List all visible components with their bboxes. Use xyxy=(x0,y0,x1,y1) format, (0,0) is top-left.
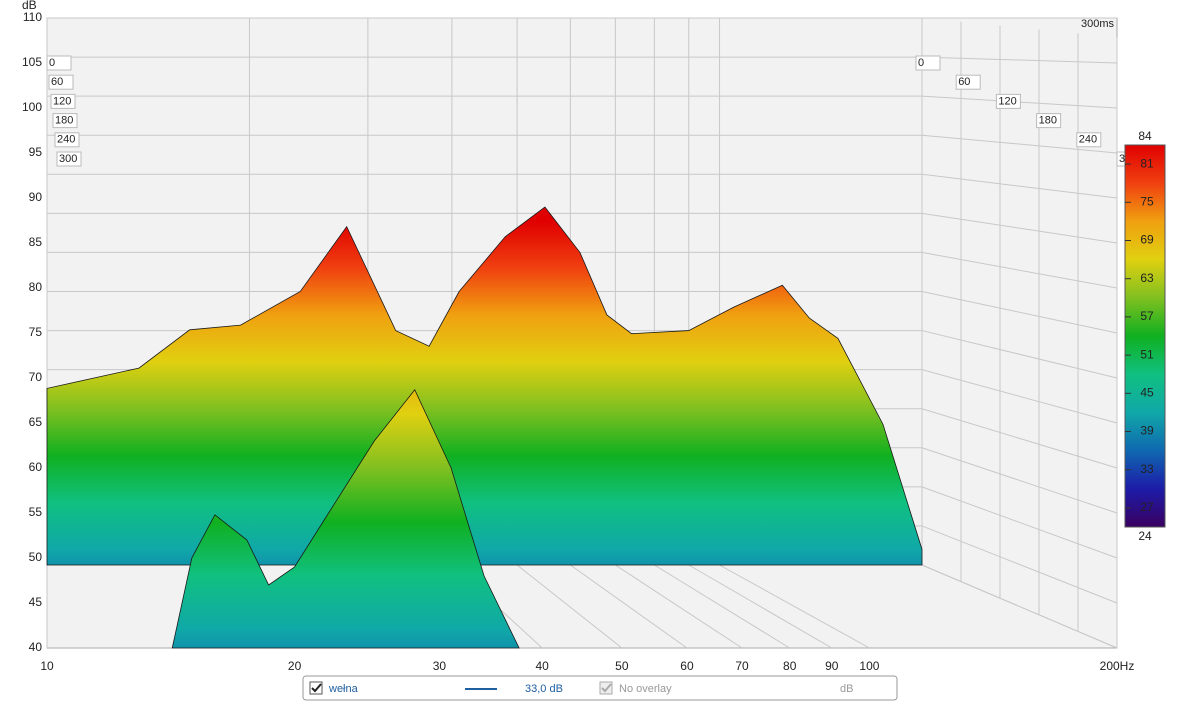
side-grid-line xyxy=(921,212,1118,244)
time-label-box xyxy=(955,74,981,90)
floor-line xyxy=(688,564,833,649)
side-grid-line xyxy=(921,369,1118,424)
colorbar-tick-label: 69 xyxy=(1140,233,1154,247)
time-tick-label: 0 xyxy=(49,57,55,69)
y-tick-label: 40 xyxy=(29,640,43,654)
side-grid-line xyxy=(921,251,1118,289)
time-label-box xyxy=(54,132,80,148)
floor-line xyxy=(615,564,743,649)
legend: wełna 33,0 dB No overlay dB xyxy=(302,675,898,701)
overlay-unit: dB xyxy=(840,683,853,695)
waterfall-slice xyxy=(171,388,520,649)
floor-line xyxy=(719,564,870,649)
colorbar-tick-label: 51 xyxy=(1140,347,1154,361)
colorbar-tick-label: 27 xyxy=(1140,500,1154,514)
x-tick-label: 40 xyxy=(535,659,549,673)
side-grid-line xyxy=(921,525,1118,604)
x-tick-label: 80 xyxy=(783,659,797,673)
corner-label: 300ms xyxy=(1081,18,1115,30)
x-tick-label: 70 xyxy=(735,659,749,673)
y-tick-label: 70 xyxy=(29,370,43,384)
x-tick-label: 10 xyxy=(40,659,54,673)
colorbar-min: 24 xyxy=(1138,529,1152,543)
x-tick-label: 200Hz xyxy=(1100,659,1135,673)
time-tick-label: 240 xyxy=(1079,134,1097,146)
time-tick-label: 300 xyxy=(59,153,77,165)
x-tick-label: 90 xyxy=(825,659,839,673)
colorbar-tick-label: 45 xyxy=(1140,385,1154,399)
colorbar xyxy=(1124,144,1166,528)
colorbar-tick-label: 39 xyxy=(1140,424,1154,438)
time-tick-label: 180 xyxy=(55,115,73,127)
time-tick-label: 180 xyxy=(1039,115,1057,127)
waterfall-slice xyxy=(46,206,923,566)
floor-line xyxy=(516,564,623,649)
x-tick-label: 100 xyxy=(859,659,879,673)
side-grid-line xyxy=(921,564,1118,649)
side-grid-line xyxy=(921,134,1118,154)
time-label-box xyxy=(50,93,76,109)
floor-line xyxy=(570,564,688,649)
time-tick-label: 240 xyxy=(57,134,75,146)
y-tick-label: 95 xyxy=(29,145,43,159)
time-tick-label: 120 xyxy=(53,95,71,107)
y-tick-label: 75 xyxy=(29,325,43,339)
y-tick-label: 60 xyxy=(29,460,43,474)
legend-level: 33,0 dB xyxy=(525,683,563,695)
side-grid-line xyxy=(921,486,1118,559)
time-tick-label: 60 xyxy=(51,76,63,88)
time-label-box xyxy=(995,93,1021,109)
colorbar-tick-label: 57 xyxy=(1140,309,1154,323)
y-tick-label: 80 xyxy=(29,280,43,294)
floor-line xyxy=(654,564,790,649)
y-tick-label: 100 xyxy=(22,100,42,114)
time-tick-label: 60 xyxy=(958,76,970,88)
x-tick-label: 20 xyxy=(288,659,302,673)
time-label-box xyxy=(52,113,78,129)
legend-name: wełna xyxy=(328,683,359,695)
time-label-box xyxy=(915,55,941,71)
colorbar-tick-label: 81 xyxy=(1140,156,1154,170)
colorbar-max: 84 xyxy=(1138,129,1152,143)
y-tick-label: 105 xyxy=(22,55,42,69)
side-grid-line xyxy=(921,408,1118,469)
check-mark xyxy=(311,683,322,693)
y-tick-label: 90 xyxy=(29,190,43,204)
y-axis-label: dB xyxy=(22,0,37,12)
time-label-box xyxy=(46,55,72,71)
overlay-label: No overlay xyxy=(619,683,672,695)
time-label-box xyxy=(1036,113,1062,129)
y-tick-label: 65 xyxy=(29,415,43,429)
colorbar-tick-label: 63 xyxy=(1140,271,1154,285)
x-tick-label: 50 xyxy=(615,659,629,673)
side-grid-line xyxy=(921,173,1118,199)
side-grid-line xyxy=(921,447,1118,514)
y-tick-label: 50 xyxy=(29,550,43,564)
time-label-box xyxy=(1076,132,1102,148)
check-mark xyxy=(601,683,612,693)
side-grid-line xyxy=(921,291,1118,334)
time-tick-label: 0 xyxy=(918,57,924,69)
y-tick-label: 85 xyxy=(29,235,43,249)
y-tick-label: 45 xyxy=(29,595,43,609)
side-grid-line xyxy=(921,56,1118,64)
side-grid-line xyxy=(921,330,1118,379)
y-tick-label: 110 xyxy=(23,10,42,24)
x-tick-label: 30 xyxy=(433,659,447,673)
colorbar-tick-label: 75 xyxy=(1140,194,1154,208)
time-tick-label: 120 xyxy=(998,95,1016,107)
time-label-box xyxy=(56,151,82,167)
x-tick-label: 60 xyxy=(680,659,694,673)
colorbar-tick-label: 33 xyxy=(1140,462,1154,476)
y-tick-label: 55 xyxy=(29,505,43,519)
time-label-box xyxy=(48,74,74,90)
